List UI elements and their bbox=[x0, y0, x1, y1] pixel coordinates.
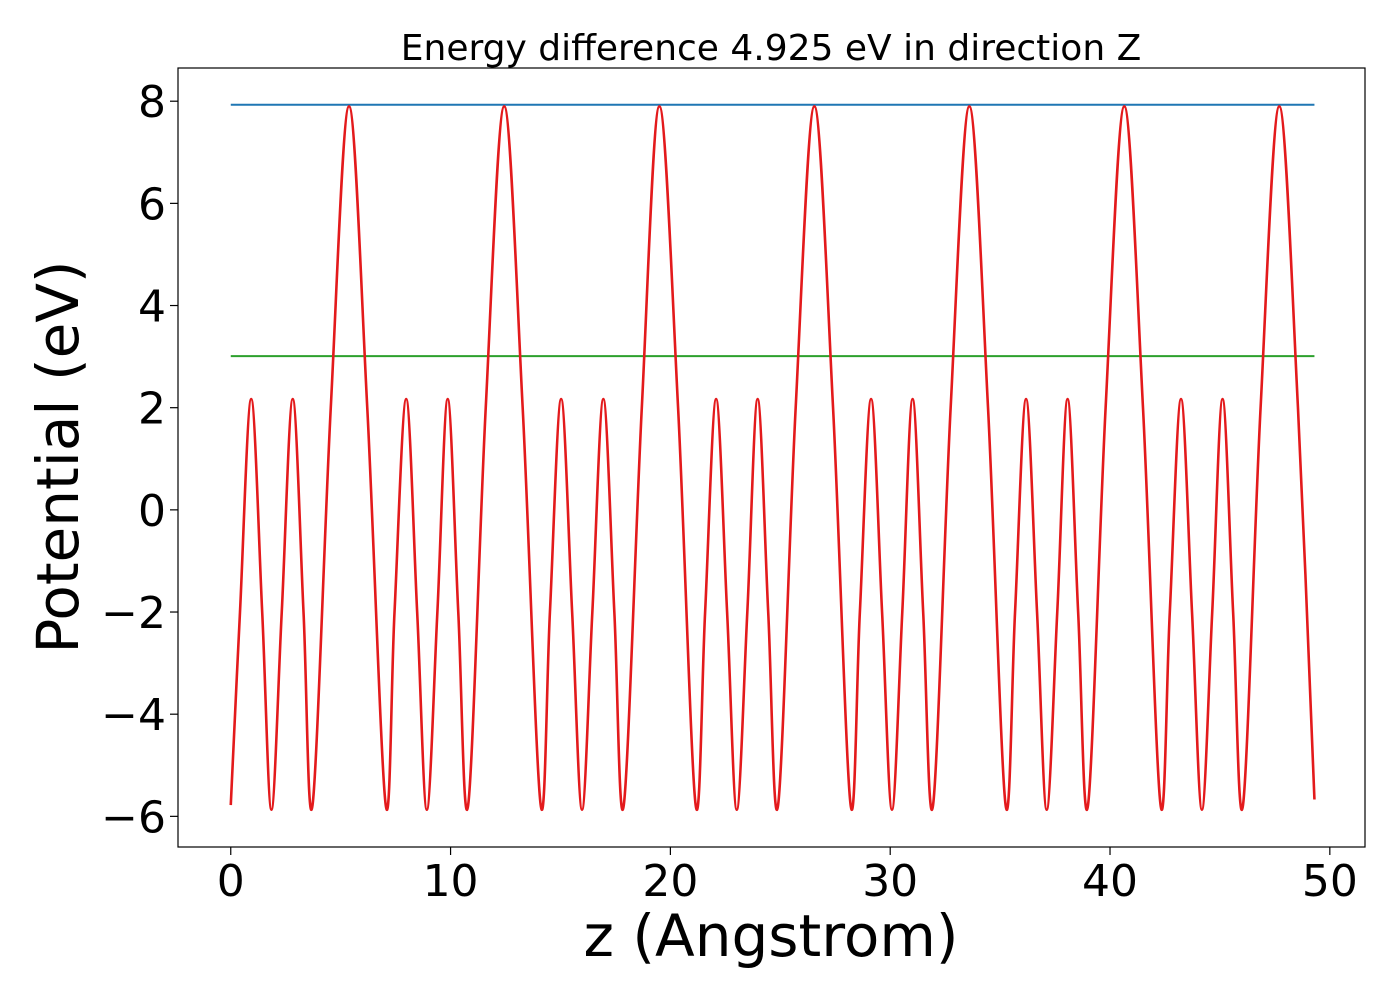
y-tick-label: −6 bbox=[101, 792, 166, 843]
x-tick-label: 10 bbox=[423, 856, 479, 907]
chart-title: Energy difference 4.925 eV in direction … bbox=[401, 28, 1142, 69]
plot-frame bbox=[177, 67, 1366, 848]
x-tick-label: 50 bbox=[1302, 856, 1358, 907]
y-tick-label: 6 bbox=[138, 179, 166, 230]
series-layer bbox=[229, 103, 1316, 812]
x-axis-ticks: 0 10 20 30 40 50 bbox=[217, 847, 1358, 907]
red-potential-curve bbox=[229, 105, 1316, 812]
y-tick-label: 0 bbox=[138, 486, 166, 537]
x-tick-label: 30 bbox=[862, 856, 918, 907]
y-tick-label: −2 bbox=[101, 588, 166, 639]
y-tick-label: 8 bbox=[138, 77, 166, 128]
y-axis-ticks: −6 −4 −2 0 2 4 6 8 bbox=[101, 77, 178, 843]
y-tick-label: 2 bbox=[138, 384, 166, 435]
y-axis-label: Potential (eV) bbox=[24, 260, 92, 653]
x-axis-label: z (Angstrom) bbox=[584, 902, 959, 970]
x-tick-label: 20 bbox=[642, 856, 698, 907]
x-tick-label: 40 bbox=[1082, 856, 1138, 907]
y-tick-label: −4 bbox=[101, 690, 166, 741]
y-tick-label: 4 bbox=[138, 282, 166, 333]
x-tick-label: 0 bbox=[217, 856, 245, 907]
